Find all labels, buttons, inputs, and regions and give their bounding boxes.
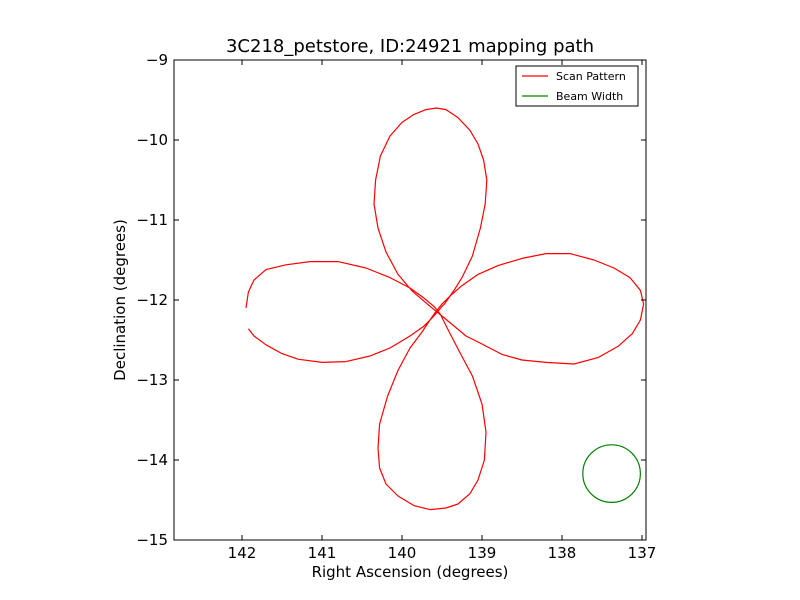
x-axis-label: Right Ascension (degrees) xyxy=(312,563,509,581)
plot-frame xyxy=(173,59,647,541)
legend-label: Scan Pattern xyxy=(556,70,626,83)
legend-label: Beam Width xyxy=(556,90,623,103)
legend-box xyxy=(515,65,639,107)
y-tick-label: −13 xyxy=(136,371,168,389)
scan-pattern-line xyxy=(245,107,645,511)
y-tick-label: −14 xyxy=(136,451,168,469)
x-tick-label: 138 xyxy=(548,544,577,562)
y-tick-label: −9 xyxy=(146,51,168,69)
y-tick-label: −12 xyxy=(136,291,168,309)
chart-title: 3C218_petstore, ID:24921 mapping path xyxy=(226,36,594,57)
y-axis-label: Declination (degrees) xyxy=(111,219,129,381)
x-tick-label: 141 xyxy=(308,544,337,562)
y-tick-label: −11 xyxy=(136,211,168,229)
x-tick-label: 142 xyxy=(228,544,257,562)
beam-width-circle xyxy=(582,444,641,504)
legend: Scan Pattern Beam Width xyxy=(515,65,639,107)
x-tick-label: 139 xyxy=(468,544,497,562)
plot-area: 142 141 140 139 138 137 −9 −10 −11 −12 −13 −14 −15 xyxy=(136,51,656,562)
x-tick-label: 140 xyxy=(388,544,417,562)
x-tick-label: 137 xyxy=(628,544,657,562)
y-tick-label: −10 xyxy=(136,131,168,149)
y-tick-label: −15 xyxy=(136,531,168,549)
